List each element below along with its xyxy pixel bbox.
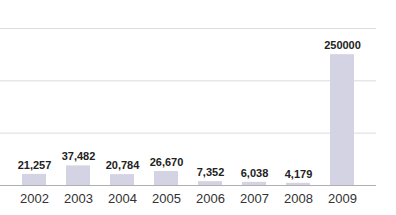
svg-text:2002: 2002 bbox=[20, 191, 49, 206]
svg-text:2004: 2004 bbox=[108, 191, 137, 206]
svg-text:2005: 2005 bbox=[152, 191, 181, 206]
svg-text:6,038: 6,038 bbox=[241, 167, 269, 179]
svg-text:37,482: 37,482 bbox=[62, 150, 96, 162]
svg-text:26,670: 26,670 bbox=[150, 156, 184, 168]
svg-text:2009: 2009 bbox=[328, 191, 357, 206]
svg-text:250000: 250000 bbox=[324, 39, 361, 51]
svg-text:2008: 2008 bbox=[284, 191, 313, 206]
svg-text:20,784: 20,784 bbox=[106, 159, 141, 171]
svg-text:4,179: 4,179 bbox=[285, 168, 313, 180]
svg-text:7,352: 7,352 bbox=[197, 166, 225, 178]
svg-text:2006: 2006 bbox=[196, 191, 225, 206]
svg-text:2003: 2003 bbox=[64, 191, 93, 206]
svg-text:21,257: 21,257 bbox=[18, 159, 52, 171]
svg-text:2007: 2007 bbox=[240, 191, 269, 206]
